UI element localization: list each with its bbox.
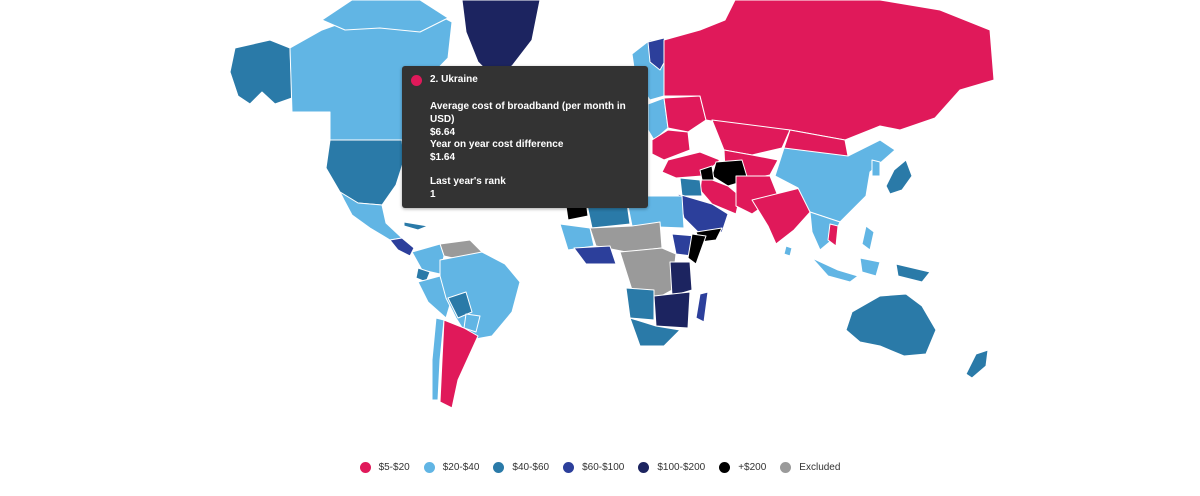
country-caucasus[interactable] [699, 165, 715, 181]
legend-item-5-20[interactable]: $5-$20 [359, 461, 410, 473]
legend-swatch [563, 461, 575, 473]
country-somalia[interactable] [687, 233, 707, 265]
legend-item-40-60[interactable]: $40-$60 [493, 461, 550, 473]
country-korea[interactable] [871, 159, 881, 177]
legend-swatch [423, 461, 435, 473]
country-russia[interactable] [663, 0, 995, 141]
country-arctic-islands[interactable] [321, 0, 449, 33]
country-new-zealand[interactable] [965, 349, 989, 379]
tooltip-color-dot [411, 75, 422, 86]
tooltip-value: $1.64 [430, 152, 456, 163]
legend-label: Excluded [799, 461, 841, 473]
tooltip-value: $6.64 [430, 127, 456, 138]
legend-swatch [638, 461, 650, 473]
country-saudi-arabia[interactable] [677, 193, 729, 237]
legend-item-60-100[interactable]: $60-$100 [563, 461, 625, 473]
country-papua[interactable] [895, 263, 931, 283]
country-alaska[interactable] [229, 39, 293, 105]
map-legend: $5-$20 $20-$40 $40-$60 $60-$100 $100-$20… [0, 459, 1200, 475]
legend-label: $5-$20 [378, 461, 410, 473]
country-vietnam[interactable] [827, 223, 839, 247]
legend-swatch [493, 461, 505, 473]
country-sri-lanka[interactable] [783, 245, 793, 257]
country-colombia[interactable] [411, 243, 445, 275]
country-philippines[interactable] [861, 225, 875, 251]
country-argentina[interactable] [439, 319, 479, 409]
legend-swatch [780, 461, 792, 473]
legend-label: $20-$40 [442, 461, 480, 473]
country-brazil[interactable] [439, 251, 521, 341]
legend-label: $100-$200 [657, 461, 706, 473]
country-indonesia-west[interactable] [811, 257, 859, 283]
legend-swatch [359, 461, 371, 473]
country-australia[interactable] [845, 293, 937, 357]
legend-item-20-40[interactable]: $20-$40 [423, 461, 480, 473]
tooltip-title: 2. Ukraine [430, 74, 478, 85]
country-central-america[interactable] [389, 237, 415, 257]
country-tooltip: 2. Ukraine Average cost of broadband (pe… [402, 66, 648, 208]
country-west-africa[interactable] [573, 245, 617, 265]
country-southeast-asia[interactable] [809, 211, 841, 251]
country-levant[interactable] [679, 177, 703, 197]
country-zambia-zimbabwe[interactable] [653, 291, 691, 329]
country-china[interactable] [774, 139, 896, 223]
tooltip-value: 1 [430, 189, 436, 200]
country-japan[interactable] [885, 159, 913, 195]
tooltip-label: Last year's rank [430, 176, 506, 187]
tooltip-row-yoy-difference: Year on year cost difference $1.64 [430, 138, 645, 164]
country-east-africa[interactable] [669, 261, 693, 297]
country-greenland[interactable] [461, 0, 541, 77]
tooltip-row-average-cost: Average cost of broadband (per month in … [430, 100, 645, 139]
tooltip-label: Year on year cost difference [430, 139, 564, 150]
legend-item-100-200[interactable]: $100-$200 [638, 461, 706, 473]
tooltip-row-last-year-rank: Last year's rank 1 [430, 175, 645, 201]
country-paraguay[interactable] [463, 313, 481, 333]
country-usa[interactable] [325, 139, 405, 206]
legend-item-over-200[interactable]: +$200 [719, 461, 767, 473]
legend-swatch [719, 461, 731, 473]
country-south-africa[interactable] [629, 317, 681, 347]
legend-label: +$200 [738, 461, 767, 473]
country-madagascar[interactable] [695, 291, 709, 323]
country-bolivia[interactable] [447, 291, 473, 319]
country-cuba[interactable] [403, 221, 429, 231]
legend-item-excluded[interactable]: Excluded [780, 461, 841, 473]
country-balkans[interactable] [651, 129, 691, 161]
tooltip-label: Average cost of broadband (per month in … [430, 101, 626, 125]
country-angola[interactable] [625, 287, 655, 321]
country-kazakhstan[interactable] [711, 119, 791, 156]
country-ukraine[interactable] [663, 95, 707, 133]
country-indonesia-east[interactable] [859, 257, 881, 277]
legend-label: $60-$100 [582, 461, 625, 473]
world-map [229, 0, 995, 409]
legend-label: $40-$60 [512, 461, 550, 473]
country-west-africa-coast[interactable] [559, 223, 595, 251]
